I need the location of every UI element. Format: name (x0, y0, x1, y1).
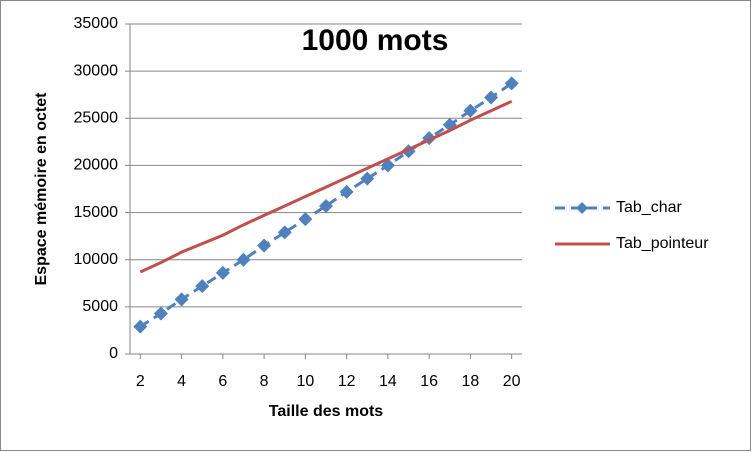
legend-label: Tab_char (616, 199, 682, 216)
data-point (277, 225, 292, 240)
series-line (139, 99, 513, 274)
y-tick-label: 35000 (74, 15, 119, 32)
data-point (133, 319, 148, 334)
x-tick-label: 2 (136, 373, 145, 390)
x-tick-label: 18 (462, 373, 480, 390)
data-point (298, 212, 313, 227)
data-point (236, 252, 251, 267)
data-point (484, 90, 499, 105)
data-point (339, 184, 354, 199)
x-tick-label: 14 (379, 373, 397, 390)
x-tick-label: 12 (338, 373, 356, 390)
data-point (463, 103, 478, 118)
data-point (174, 292, 189, 307)
data-point (153, 306, 168, 321)
y-tick-label: 0 (109, 345, 118, 362)
x-tick-label: 20 (503, 373, 521, 390)
data-point (215, 265, 230, 280)
y-tick-label: 25000 (74, 110, 119, 127)
x-tick-label: 4 (177, 373, 186, 390)
x-axis-title: Taille des mots (269, 403, 384, 420)
legend-label: Tab_pointeur (616, 235, 709, 252)
x-tick-label: 8 (260, 373, 269, 390)
legend-marker (576, 202, 588, 214)
chart-title: 1000 mots (302, 24, 449, 57)
y-tick-label: 10000 (74, 251, 119, 268)
y-axis-title: Espace mémoire en octet (33, 92, 50, 286)
data-point (360, 171, 375, 186)
y-tick-label: 20000 (74, 157, 119, 174)
data-point (195, 279, 210, 294)
y-tick-label: 30000 (74, 62, 119, 79)
data-point (257, 238, 272, 253)
data-point (319, 198, 333, 213)
y-tick-label: 15000 (74, 204, 119, 221)
y-tick-label: 5000 (82, 298, 118, 315)
data-point (504, 76, 519, 91)
x-tick-label: 10 (296, 373, 314, 390)
x-tick-label: 16 (420, 373, 438, 390)
x-tick-label: 6 (218, 373, 227, 390)
